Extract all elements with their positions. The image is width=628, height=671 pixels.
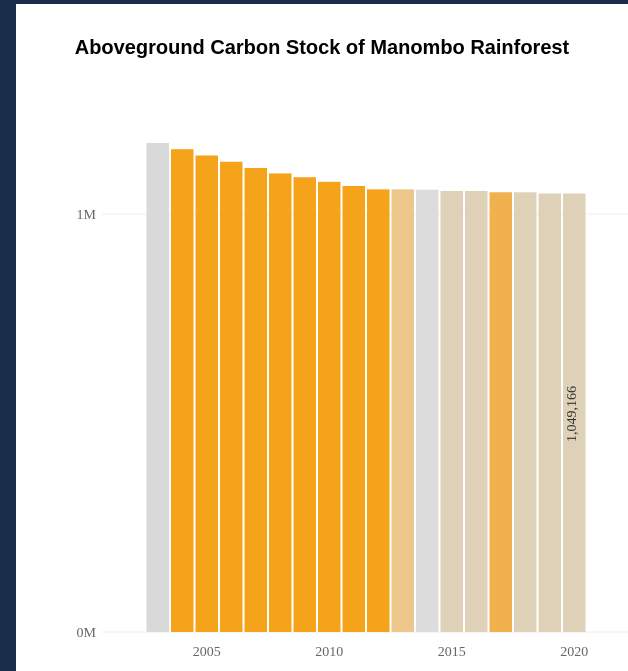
bar-2016[interactable] bbox=[465, 191, 488, 632]
bar-2019[interactable] bbox=[538, 193, 562, 632]
x-tick-label: 2005 bbox=[193, 645, 221, 660]
chart-card: Aboveground Carbon Stock of Manombo Rain… bbox=[16, 4, 628, 671]
data-label: 1,049,166 bbox=[565, 386, 580, 442]
bar-2017[interactable] bbox=[489, 192, 513, 633]
x-tick-label: 2015 bbox=[438, 645, 466, 660]
bar-2009[interactable] bbox=[293, 177, 317, 632]
bar-2010[interactable] bbox=[318, 181, 341, 632]
bar-chart: 0M 1M 2005 2010 2015 2020 1,049,166 bbox=[77, 142, 628, 660]
bar-2006[interactable] bbox=[220, 161, 243, 632]
bar-2007[interactable] bbox=[244, 168, 268, 632]
bar-2013[interactable] bbox=[391, 189, 415, 632]
bar-2020[interactable] bbox=[563, 193, 586, 632]
bar-2003[interactable] bbox=[146, 142, 170, 632]
bar-2005[interactable] bbox=[195, 155, 219, 633]
bar-2018[interactable] bbox=[514, 192, 537, 633]
bar-2008[interactable] bbox=[269, 173, 292, 633]
bar-2015[interactable] bbox=[440, 191, 464, 632]
bar-2011[interactable] bbox=[342, 185, 366, 632]
chart-title: Aboveground Carbon Stock of Manombo Rain… bbox=[74, 37, 570, 59]
x-tick-label: 2020 bbox=[560, 645, 588, 660]
x-tick-label: 2010 bbox=[315, 645, 343, 660]
y-tick-label: 1M bbox=[77, 208, 97, 223]
bar-2014[interactable] bbox=[416, 189, 439, 633]
bar-2004[interactable] bbox=[171, 149, 194, 632]
y-tick-label: 0M bbox=[77, 626, 97, 641]
bar-2012[interactable] bbox=[367, 189, 390, 632]
